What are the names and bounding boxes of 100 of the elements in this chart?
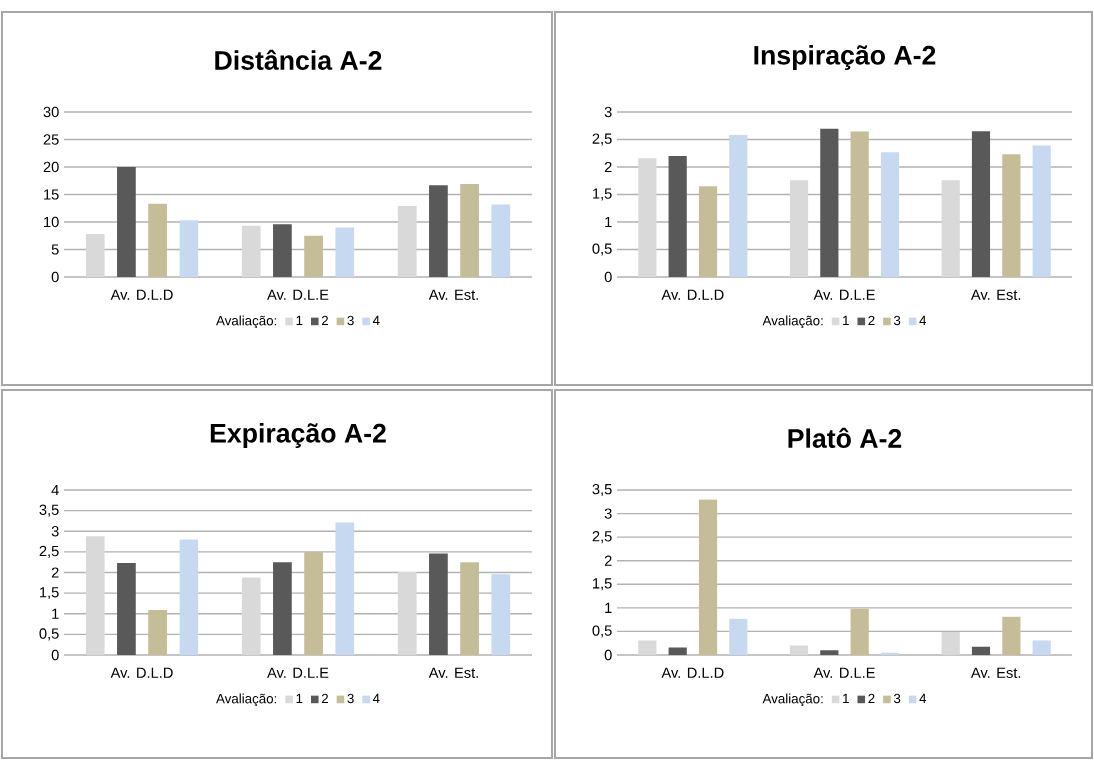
x-tick-label: Av. Est. xyxy=(970,667,1021,678)
chart-title: Distância A-2 xyxy=(215,49,382,70)
bar xyxy=(880,152,900,277)
y-tick-label: 1 xyxy=(605,602,612,613)
y-tick-label: 20 xyxy=(43,161,59,173)
bar xyxy=(179,539,199,655)
bar xyxy=(668,647,687,655)
y-tick-label: 2,5 xyxy=(39,545,59,558)
bar xyxy=(460,184,479,277)
legend-label: 2 xyxy=(868,693,875,704)
legend-label: 3 xyxy=(347,315,354,326)
bar xyxy=(273,562,292,655)
y-tick-label: 0,5 xyxy=(39,628,59,641)
bar xyxy=(148,610,167,655)
y-tick-label: 1,5 xyxy=(593,578,612,591)
y-tick-label: 4 xyxy=(51,484,59,496)
y-tick-label: 2 xyxy=(604,555,612,566)
y-tick-label: 3 xyxy=(604,106,612,118)
bar xyxy=(117,563,136,655)
bar xyxy=(941,180,960,277)
y-tick-label: 25 xyxy=(43,134,59,145)
x-tick-label: Av. D.L.D xyxy=(110,667,173,678)
legend-label: 1 xyxy=(296,693,303,704)
bar xyxy=(491,204,511,277)
y-tick-label: 1,5 xyxy=(593,188,612,201)
bar xyxy=(850,131,869,277)
bar xyxy=(789,180,809,277)
bar xyxy=(1032,145,1051,277)
bar xyxy=(789,645,809,655)
bar xyxy=(397,572,417,655)
legend-title: Avaliação: xyxy=(762,315,823,329)
bar xyxy=(729,618,748,655)
y-tick-label: 3 xyxy=(604,508,612,519)
x-tick-label: Av. Est. xyxy=(970,289,1021,300)
legend-label: 4 xyxy=(372,693,380,704)
bar xyxy=(820,128,839,277)
bar xyxy=(429,185,448,277)
y-tick-label: 2,5 xyxy=(592,531,612,544)
legend-title: Avaliação: xyxy=(216,315,277,329)
y-tick-label: 0 xyxy=(51,649,59,661)
y-tick-label: 5 xyxy=(51,244,59,255)
y-tick-label: 1 xyxy=(605,216,612,228)
chart-title: Platô A-2 xyxy=(788,427,902,448)
bar xyxy=(241,577,261,655)
bar xyxy=(698,186,718,277)
bar xyxy=(85,536,105,655)
bar xyxy=(429,553,448,655)
bar xyxy=(729,135,748,277)
bar xyxy=(491,574,511,655)
bar xyxy=(698,499,718,655)
x-tick-label: Av. D.L.D xyxy=(110,289,173,300)
bar xyxy=(1002,616,1021,655)
bar xyxy=(460,562,479,655)
legend-label: 2 xyxy=(321,693,328,704)
y-tick-label: 0,5 xyxy=(592,243,612,256)
y-tick-label: 2 xyxy=(604,161,612,173)
legend-label: 4 xyxy=(919,315,927,326)
legend-label: 1 xyxy=(843,693,849,704)
bar xyxy=(273,224,292,277)
legend-label: 4 xyxy=(919,693,927,704)
legend-label: 1 xyxy=(843,315,849,326)
bar xyxy=(179,220,199,277)
y-tick-label: 0 xyxy=(51,271,59,283)
bar xyxy=(241,225,261,277)
y-tick-label: 1,5 xyxy=(40,587,59,600)
bar xyxy=(148,203,167,277)
y-tick-label: 10 xyxy=(44,216,59,228)
bar xyxy=(971,646,991,655)
y-tick-label: 15 xyxy=(44,189,59,200)
legend-label: 3 xyxy=(347,693,354,704)
y-tick-label: 1 xyxy=(52,608,59,619)
x-tick-label: Av. Est. xyxy=(428,667,478,678)
bar xyxy=(335,522,355,655)
x-tick-label: Av. D.L.D xyxy=(661,667,724,678)
y-tick-label: 3 xyxy=(51,526,59,537)
bar xyxy=(304,551,323,655)
bar xyxy=(638,158,657,277)
legend-label: 1 xyxy=(296,315,303,326)
bar xyxy=(971,131,991,277)
x-tick-label: Av. D.L.E xyxy=(267,667,329,678)
chart-title: Expiração A-2 xyxy=(210,423,386,448)
legend-label: 3 xyxy=(893,693,901,704)
bar xyxy=(638,640,657,655)
x-tick-label: Av. Est. xyxy=(428,289,478,300)
bar xyxy=(117,166,136,277)
legend-label: 2 xyxy=(868,315,875,326)
legend-title: Avaliação: xyxy=(762,693,823,707)
bar xyxy=(668,155,687,277)
x-tick-label: Av. D.L.E xyxy=(813,667,875,678)
legend-title: Avaliação: xyxy=(216,693,277,707)
x-tick-label: Av. D.L.D xyxy=(661,289,724,300)
bar xyxy=(397,206,417,277)
bar xyxy=(941,631,960,655)
y-tick-label: 0 xyxy=(604,271,612,283)
y-tick-label: 2 xyxy=(51,567,59,578)
bar xyxy=(1032,640,1051,655)
bar xyxy=(304,235,323,277)
bar xyxy=(850,608,869,655)
y-tick-label: 30 xyxy=(43,106,59,118)
bar xyxy=(335,227,355,277)
